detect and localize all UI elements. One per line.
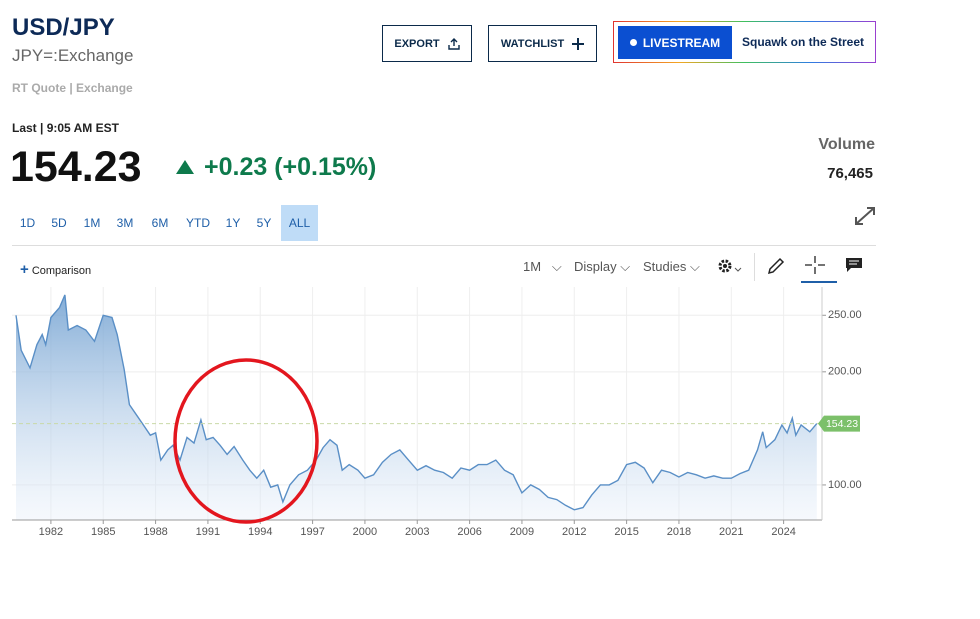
interval-button[interactable]: 1M ⌵ bbox=[523, 259, 562, 274]
interval-label: 1M bbox=[523, 259, 542, 274]
export-icon bbox=[447, 37, 460, 50]
export-button[interactable]: EXPORT bbox=[382, 25, 472, 62]
volume-label: Volume bbox=[818, 136, 875, 153]
x-tick-label: 2000 bbox=[353, 526, 377, 538]
display-button[interactable]: Display ⌵ bbox=[574, 259, 631, 274]
range-button[interactable]: 6M bbox=[151, 216, 169, 230]
last-price-label: 154.23 bbox=[826, 418, 858, 430]
last-time: Last | 9:05 AM EST bbox=[12, 121, 119, 135]
divider bbox=[12, 245, 876, 246]
livestream-button[interactable]: LIVESTREAM bbox=[618, 26, 732, 59]
range-button[interactable]: YTD bbox=[186, 216, 210, 230]
studies-label: Studies bbox=[643, 259, 687, 274]
export-label: EXPORT bbox=[394, 37, 440, 50]
watchlist-label: WATCHLIST bbox=[500, 37, 565, 50]
x-tick-label: 2024 bbox=[771, 526, 795, 538]
range-button[interactable]: 3M bbox=[116, 216, 134, 230]
price: 154.23 bbox=[10, 143, 142, 191]
livestream-label: LIVESTREAM bbox=[642, 35, 721, 50]
y-tick-label: 200.00 bbox=[828, 366, 862, 378]
plus-icon bbox=[572, 37, 585, 50]
show-name: Squawk on the Street bbox=[742, 35, 865, 49]
range-button[interactable]: 1Y bbox=[225, 216, 241, 230]
display-label: Display bbox=[574, 259, 617, 274]
x-tick-label: 2009 bbox=[510, 526, 534, 538]
x-tick-label: 2021 bbox=[719, 526, 743, 538]
range-button[interactable]: 5D bbox=[51, 216, 67, 230]
x-tick-label: 2018 bbox=[667, 526, 691, 538]
area bbox=[16, 294, 817, 520]
comparison-button[interactable]: + Comparison bbox=[20, 261, 92, 278]
x-tick-label: 2015 bbox=[614, 526, 638, 538]
range-button[interactable]: 1D bbox=[19, 216, 36, 230]
range-button[interactable]: 5Y bbox=[256, 216, 272, 230]
x-tick-label: 1985 bbox=[91, 526, 115, 538]
x-tick-label: 1994 bbox=[248, 526, 272, 538]
x-tick-label: 1997 bbox=[300, 526, 324, 538]
range-button[interactable]: 1M bbox=[83, 216, 101, 230]
x-tick-label: 1982 bbox=[39, 526, 63, 538]
up-arrow bbox=[176, 160, 194, 174]
watchlist-button[interactable]: WATCHLIST bbox=[488, 25, 597, 62]
volume: 76,465 bbox=[827, 165, 873, 182]
x-tick-label: 1988 bbox=[143, 526, 167, 538]
change: +0.23 (+0.15%) bbox=[204, 153, 377, 181]
settings-icon[interactable] bbox=[716, 256, 746, 278]
y-tick-label: 250.00 bbox=[828, 309, 862, 321]
x-tick-label: 2012 bbox=[562, 526, 586, 538]
crosshair-icon[interactable] bbox=[804, 255, 826, 275]
comment-icon[interactable] bbox=[845, 256, 863, 274]
studies-button[interactable]: Studies ⌵ bbox=[643, 259, 700, 274]
separator bbox=[754, 253, 755, 281]
x-tick-label: 2006 bbox=[457, 526, 481, 538]
comparison-label: Comparison bbox=[31, 265, 92, 277]
range-button[interactable]: ALL bbox=[281, 205, 318, 241]
active-tool-underline bbox=[801, 281, 837, 283]
highlight-circle bbox=[173, 358, 319, 524]
exchange: JPY=:Exchange bbox=[12, 46, 134, 65]
expand-icon[interactable] bbox=[853, 205, 877, 227]
y-tick-label: 100.00 bbox=[828, 479, 862, 491]
pencil-icon[interactable] bbox=[766, 256, 786, 276]
x-tick-label: 1991 bbox=[196, 526, 220, 538]
livestream-box[interactable]: LIVESTREAM Squawk on the Street bbox=[613, 21, 876, 63]
line bbox=[15, 294, 818, 511]
x-tick-label: 2003 bbox=[405, 526, 429, 538]
last-price-badge bbox=[818, 415, 860, 432]
live-dot bbox=[629, 39, 637, 46]
symbol: USD/JPY bbox=[12, 14, 115, 41]
quote-type: RT Quote | Exchange bbox=[12, 81, 133, 95]
